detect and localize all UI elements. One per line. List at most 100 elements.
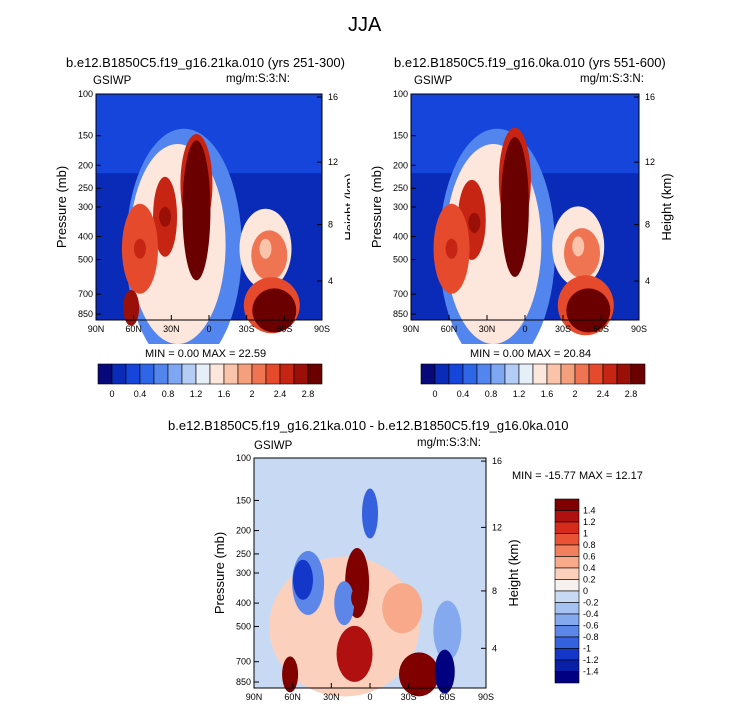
y-tick-label-6: 500 (78, 255, 93, 265)
colorbar-swatch-8 (532, 363, 548, 385)
colorbar-label-8: -0.2 (583, 598, 599, 608)
colorbar-label-0: 0 (432, 389, 437, 399)
y2-tick-label-0: 16 (645, 92, 655, 102)
x-tick-label-3: 0 (522, 324, 527, 334)
colorbar-label-1: 0.4 (457, 389, 470, 399)
panel-1-chart: 100 150 200 250 300 400 500 700 850 16 12 8 4 90N 60N 3… (54, 89, 350, 344)
colorbar-label-7: 2.8 (302, 389, 315, 399)
y-tick-label-3: 250 (393, 183, 408, 193)
colorbar-label-12: -1 (583, 644, 591, 654)
x-tick-label-1: 60N (125, 324, 142, 334)
colorbar-label-7: 2.8 (625, 389, 638, 399)
feature-peak-3 (299, 569, 312, 590)
y2-axis-label: Height (km) (342, 173, 350, 240)
y-tick-label-2: 200 (393, 160, 408, 170)
colorbar-swatch-6 (504, 363, 520, 385)
y-tick-label-8: 850 (236, 677, 251, 687)
y-tick-label-6: 500 (236, 621, 251, 631)
y2-tick-label-1: 12 (645, 157, 655, 167)
colorbar-label-0: 0 (109, 389, 114, 399)
colorbar-swatch-1 (111, 363, 127, 385)
colorbar-label-4: 1.6 (541, 389, 554, 399)
y-tick-label-0: 100 (236, 453, 251, 463)
colorbar-swatch-9 (554, 602, 580, 615)
colorbar-swatch-6 (554, 567, 580, 580)
feature-peak-3 (268, 297, 281, 318)
colorbar-swatch-9 (546, 363, 562, 385)
panel-1-title: b.e12.B1850C5.f19_g16.21ka.010 (yrs 251-… (66, 55, 345, 70)
feature-peak-1 (159, 206, 172, 227)
panel-2-minmax: MIN = 0.00 MAX = 20.84 (470, 348, 592, 360)
colorbar-swatch-10 (237, 363, 253, 385)
colorbar-label-13: -1.2 (583, 655, 599, 665)
y-tick-label-3: 250 (236, 549, 251, 559)
colorbar-swatch-0 (554, 498, 580, 511)
feature-peak-1 (468, 212, 481, 233)
colorbar-swatch-3 (139, 363, 155, 385)
panel-1-colorbar: 0 0.4 0.8 1.2 1.6 2 2.4 2.8 (97, 363, 323, 399)
colorbar-swatch-7 (518, 363, 534, 385)
y-tick-label-7: 700 (393, 289, 408, 299)
y2-tick-label-0: 16 (492, 456, 502, 466)
y-tick-label-1: 150 (236, 495, 251, 505)
feature-peak-1 (284, 665, 297, 686)
colorbar-label-7: 0 (583, 586, 588, 596)
y-tick-label-1: 150 (78, 131, 93, 141)
feature-peak-5 (364, 497, 376, 518)
colorbar-label-1: 0.4 (134, 389, 147, 399)
panel-2-chart: 100 150 200 250 300 400 500 700 850 16 12 8 4 90N 60N 3… (369, 89, 674, 344)
panel-3-minmax: MIN = -15.77 MAX = 12.17 (512, 470, 643, 482)
feature-peak-3 (579, 297, 592, 318)
panel-3-units-label: mg/m:S:3:N: (417, 437, 481, 449)
feature-peak-4 (572, 236, 585, 257)
colorbar-swatch-6 (181, 363, 197, 385)
feature-peak-4 (259, 238, 272, 259)
contour-region-3 (500, 137, 529, 277)
panel-2-colorbar: 0 0.4 0.8 1.2 1.6 2 2.4 2.8 (420, 363, 646, 399)
y-tick-label-4: 300 (78, 202, 93, 212)
feature-peak-2 (133, 238, 146, 259)
y2-tick-label-2: 8 (492, 586, 497, 596)
colorbar-swatch-3 (554, 533, 580, 546)
contour-region-2 (336, 625, 373, 682)
y-tick-label-7: 700 (236, 657, 251, 667)
colorbar-swatch-4 (476, 363, 492, 385)
colorbar-swatch-11 (574, 363, 590, 385)
colorbar-label-10: -0.6 (583, 621, 599, 631)
colorbar-swatch-12 (265, 363, 281, 385)
contour-region-6 (334, 581, 355, 626)
colorbar-swatch-14 (616, 363, 632, 385)
y-tick-label-8: 850 (393, 309, 408, 319)
colorbar-label-3: 1.2 (513, 389, 526, 399)
y-tick-label-3: 250 (78, 183, 93, 193)
y-tick-label-2: 200 (78, 160, 93, 170)
colorbar-swatch-8 (209, 363, 225, 385)
y-tick-label-5: 400 (393, 232, 408, 242)
feature-peak-2 (445, 238, 458, 259)
y-tick-label-0: 100 (78, 89, 93, 99)
y-tick-label-5: 400 (236, 598, 251, 608)
panel-2-field-label: GSIWP (414, 75, 453, 87)
x-tick-label-0: 90N (403, 324, 420, 334)
colorbar-swatch-12 (554, 636, 580, 649)
y-tick-label-4: 300 (393, 202, 408, 212)
x-tick-label-4: 30S (555, 324, 571, 334)
colorbar-swatch-0 (97, 363, 113, 385)
y2-axis-label: Height (km) (659, 173, 674, 240)
contour-region-6 (123, 289, 140, 326)
colorbar-swatch-13 (279, 363, 295, 385)
x-tick-label-2: 30N (163, 324, 180, 334)
y-tick-label-8: 850 (78, 309, 93, 319)
colorbar-swatch-12 (588, 363, 604, 385)
colorbar-label-2: 0.8 (485, 389, 498, 399)
panel-2-title: b.e12.B1850C5.f19_g16.0ka.010 (yrs 551-6… (394, 55, 666, 70)
colorbar-label-4: 1.6 (218, 389, 231, 399)
contour-region-8 (433, 600, 462, 661)
feature-peak-0 (351, 587, 364, 608)
colorbar-swatch-10 (560, 363, 576, 385)
colorbar-label-2: 0.8 (162, 389, 175, 399)
y2-tick-label-1: 12 (492, 522, 502, 532)
colorbar-swatch-11 (554, 625, 580, 638)
panel-1-field-label: GSIWP (93, 75, 132, 87)
panel-2-units-label: mg/m:S:3:N: (580, 73, 644, 85)
